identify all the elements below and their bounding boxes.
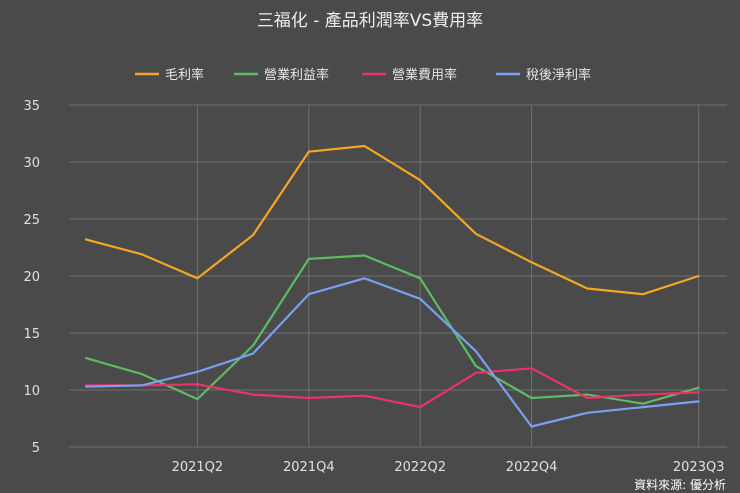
chart-title: 三福化 - 產品利潤率VS費用率 xyxy=(257,11,483,31)
x-tick-label: 2021Q2 xyxy=(172,460,224,475)
series-line-0 xyxy=(84,144,700,296)
source-note: 資料來源: 優分析 xyxy=(634,478,726,492)
x-tick-label: 2023Q3 xyxy=(673,460,725,475)
legend-label: 毛利率 xyxy=(165,67,204,83)
legend-label: 稅後淨利率 xyxy=(526,67,591,83)
y-tick-label: 35 xyxy=(23,99,40,114)
y-axis: 5 10 15 20 25 30 35 xyxy=(23,99,40,456)
series-lines xyxy=(84,144,700,428)
legend: 毛利率 營業利益率 營業費用率 稅後淨利率 xyxy=(135,67,591,83)
legend-label: 營業費用率 xyxy=(392,67,457,83)
series-line-2 xyxy=(84,367,700,409)
y-tick-label: 25 xyxy=(23,213,40,228)
y-tick-label: 15 xyxy=(23,327,40,342)
x-axis: 2021Q2 2021Q4 2022Q2 2022Q4 2023Q3 xyxy=(172,460,725,475)
legend-label: 營業利益率 xyxy=(264,67,329,83)
y-tick-label: 5 xyxy=(32,441,40,456)
x-tick-label: 2022Q4 xyxy=(506,460,558,475)
x-tick-label: 2021Q4 xyxy=(283,460,335,475)
y-tick-label: 30 xyxy=(23,156,40,171)
x-tick-label: 2022Q2 xyxy=(394,460,446,475)
y-tick-label: 20 xyxy=(23,270,40,285)
y-tick-label: 10 xyxy=(23,384,40,399)
series-line-3 xyxy=(84,277,700,428)
series-line-1 xyxy=(84,254,700,405)
